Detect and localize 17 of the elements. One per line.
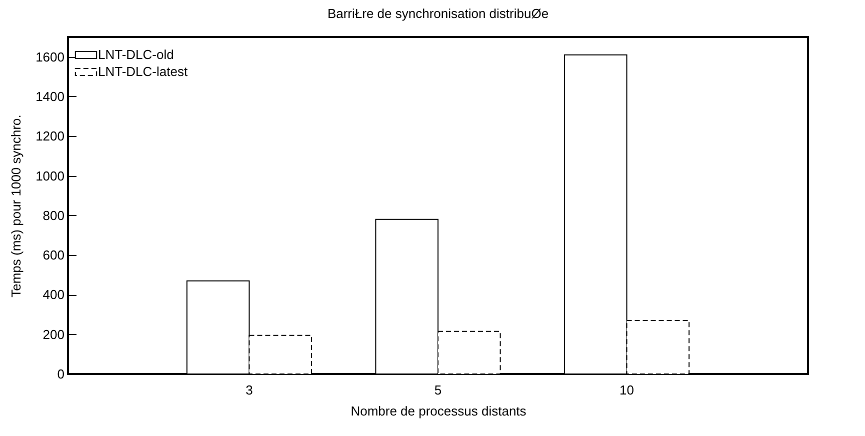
y-axis-title: Temps (ms) pour 1000 synchro. bbox=[8, 114, 24, 298]
y-tick-label: 1200 bbox=[36, 128, 64, 144]
y-tick-label: 200 bbox=[42, 326, 64, 342]
x-axis-title: Nombre de processus distants bbox=[350, 404, 527, 418]
y-tick-label: 1400 bbox=[36, 88, 64, 104]
legend-label: LNT-DLC-latest bbox=[98, 64, 188, 79]
y-tick-label: 1600 bbox=[36, 49, 64, 64]
x-tick-label: 10 bbox=[620, 382, 634, 398]
chart-title: BarriŁre de synchronisation distribuØe bbox=[327, 6, 549, 21]
y-tick-label: 1000 bbox=[36, 168, 64, 184]
x-tick-label: 5 bbox=[434, 382, 442, 398]
legend-label: LNT-DLC-old bbox=[98, 47, 174, 62]
y-tick-label: 600 bbox=[42, 248, 64, 263]
y-tick-label: 0 bbox=[57, 366, 64, 382]
y-tick-label: 800 bbox=[42, 208, 64, 223]
x-tick-label: 3 bbox=[246, 382, 253, 398]
y-tick-label: 400 bbox=[42, 287, 64, 302]
